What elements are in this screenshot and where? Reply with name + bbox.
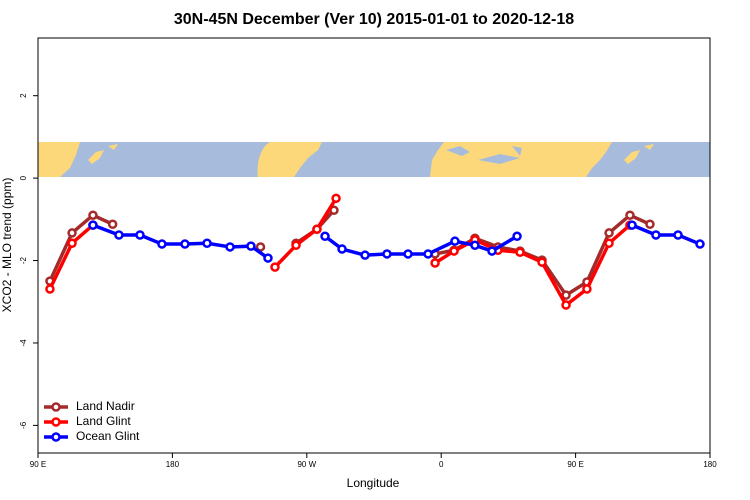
- x-tick-label: 0: [439, 460, 444, 469]
- map-sea: [446, 146, 522, 164]
- data-point: [157, 239, 167, 249]
- data-point: [382, 249, 392, 259]
- y-axis-label: XCO2 - MLO trend (ppm): [0, 178, 14, 313]
- map-land: [257, 142, 322, 177]
- data-point: [337, 244, 347, 254]
- data-point: [430, 258, 440, 268]
- y-tick-label: -4: [19, 339, 28, 347]
- data-point: [135, 230, 145, 240]
- chart-title: 30N-45N December (Ver 10) 2015-01-01 to …: [174, 11, 574, 28]
- legend-marker: [51, 432, 61, 442]
- data-point: [561, 290, 571, 300]
- data-point: [695, 239, 705, 249]
- x-tick-label: 180: [166, 460, 180, 469]
- legend-label: Land Glint: [76, 414, 131, 428]
- data-point: [320, 231, 330, 241]
- data-point: [487, 246, 497, 256]
- data-point: [202, 238, 212, 248]
- data-point: [225, 242, 235, 252]
- data-point: [246, 241, 256, 251]
- map-ocean: [38, 142, 710, 177]
- data-point: [114, 230, 124, 240]
- legend-label: Land Nadir: [76, 399, 135, 413]
- x-tick-label: 180: [703, 460, 717, 469]
- data-point: [360, 250, 370, 260]
- y-tick-label: 0: [19, 175, 28, 180]
- data-point: [582, 284, 592, 294]
- legend-marker: [51, 402, 61, 412]
- data-point: [67, 228, 77, 238]
- data-point: [255, 242, 266, 252]
- y-tick-label: 2: [19, 93, 28, 98]
- legend-marker: [51, 417, 61, 427]
- data-point: [180, 239, 190, 249]
- data-point: [645, 219, 655, 230]
- data-point: [423, 249, 433, 259]
- data-point: [263, 253, 273, 263]
- x-tick-label: 90 W: [297, 460, 316, 469]
- data-point: [88, 210, 98, 220]
- x-axis-label: Longitude: [347, 476, 400, 490]
- map-land: [88, 144, 118, 164]
- data-point: [515, 247, 525, 258]
- data-point: [625, 210, 635, 220]
- map-strip: [38, 142, 710, 177]
- map-land: [430, 142, 612, 177]
- plot-frame: [37, 37, 711, 454]
- data-point: [291, 240, 301, 251]
- y-tick-label: -6: [19, 421, 28, 429]
- x-tick-label: 90 E: [30, 460, 46, 469]
- data-point: [67, 238, 77, 248]
- data-point: [449, 246, 459, 256]
- data-point: [561, 300, 571, 310]
- data-point: [537, 257, 547, 267]
- data-point: [107, 219, 118, 230]
- data-point: [627, 220, 637, 230]
- data-point: [88, 220, 98, 230]
- data-point: [604, 228, 614, 238]
- data-point: [403, 249, 413, 259]
- legend-label: Ocean Glint: [76, 429, 140, 443]
- data-point: [673, 230, 683, 240]
- data-point: [312, 224, 322, 234]
- data-point: [45, 284, 55, 294]
- data-point: [331, 193, 341, 204]
- map-land: [38, 142, 80, 177]
- map-land: [624, 144, 654, 164]
- data-point: [512, 231, 522, 241]
- x-tick-label: 90 E: [567, 460, 583, 469]
- data-point: [651, 230, 661, 240]
- data-point: [270, 262, 280, 272]
- data-point: [604, 238, 614, 248]
- data-point: [470, 240, 480, 251]
- y-tick-label: -2: [19, 256, 28, 264]
- data-point: [450, 236, 460, 246]
